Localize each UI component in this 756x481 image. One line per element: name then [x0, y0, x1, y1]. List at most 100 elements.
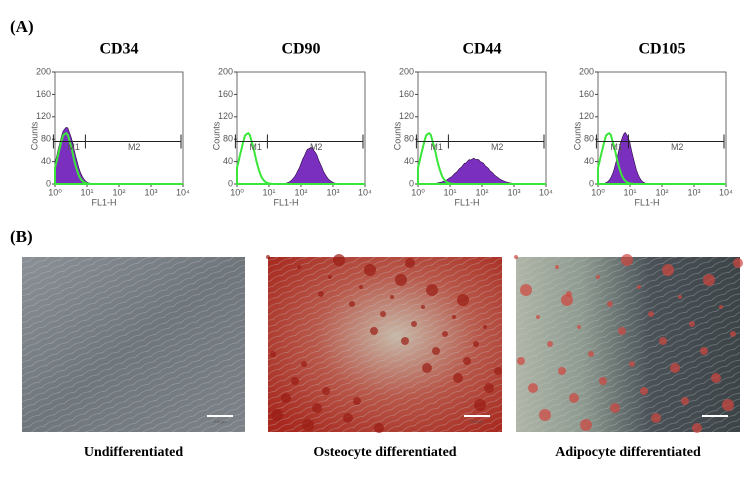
stain-spot	[596, 275, 600, 279]
stain-spot	[405, 258, 415, 268]
stain-spot	[322, 387, 330, 395]
stain-spot	[618, 327, 626, 335]
stain-spot	[528, 383, 538, 393]
gate-label: M1	[67, 142, 80, 152]
stain-spot	[722, 399, 734, 411]
stain-spot	[328, 275, 332, 279]
y-tick-label: 0	[228, 178, 233, 188]
stain-spot	[651, 413, 661, 423]
x-axis-label: FL1-H	[91, 197, 116, 207]
stain-spot	[659, 337, 667, 345]
y-tick-label: 80	[41, 134, 51, 144]
stain-spot	[730, 331, 736, 337]
y-tick-label: 80	[584, 134, 594, 144]
stain-spot	[558, 367, 566, 375]
y-tick-label: 80	[223, 134, 233, 144]
y-tick-label: 200	[579, 66, 594, 76]
y-tick-label: 200	[36, 66, 51, 76]
gate-label: M2	[491, 142, 504, 152]
stain-spot	[395, 274, 407, 286]
stain-spot	[689, 321, 695, 327]
stain-spot	[662, 264, 674, 276]
histogram-control	[597, 131, 726, 185]
stain-spot	[473, 341, 479, 347]
stain-spot	[640, 387, 648, 395]
stain-spot	[266, 255, 270, 259]
x-axis-label: FL1-H	[273, 197, 298, 207]
x-tick-label: 10²	[294, 187, 307, 197]
stain-spot	[621, 254, 633, 266]
y-tick-label: 40	[404, 156, 414, 166]
gate-label: M2	[128, 142, 141, 152]
y-tick-label: 120	[579, 111, 594, 121]
y-tick-label: 0	[589, 178, 594, 188]
x-tick-label: 10⁰	[48, 187, 62, 197]
x-tick-label: 10¹	[80, 187, 93, 197]
stain-spot	[607, 301, 613, 307]
stain-spot	[312, 403, 322, 413]
stain-spot	[637, 285, 641, 289]
gate-label: M2	[671, 142, 684, 152]
gate-label: M2	[310, 142, 323, 152]
stain-spot	[539, 409, 551, 421]
x-tick-label: 10²	[475, 187, 488, 197]
x-tick-label: 10²	[112, 187, 125, 197]
stain-spot	[432, 347, 440, 355]
stain-spot	[561, 294, 573, 306]
stain-spot	[291, 377, 299, 385]
x-tick-label: 10³	[144, 187, 157, 197]
stain-spot	[733, 258, 743, 268]
stain-spot	[520, 284, 532, 296]
stain-spot	[692, 423, 702, 433]
y-tick-label: 120	[399, 111, 414, 121]
y-tick-label: 120	[36, 111, 51, 121]
x-axis-label: FL1-H	[454, 197, 479, 207]
cell-texture	[22, 257, 245, 432]
stain-spot	[426, 284, 438, 296]
stain-spot	[517, 357, 525, 365]
y-tick-label: 120	[218, 111, 233, 121]
stain-spot	[421, 305, 425, 309]
y-tick-label: 160	[579, 89, 594, 99]
panel-label: (A)	[10, 17, 34, 36]
stain-spot	[349, 301, 355, 307]
stain-spot	[380, 311, 386, 317]
stain-spot	[271, 409, 283, 421]
stain-spot	[484, 383, 494, 393]
stain-spot	[302, 419, 314, 431]
stain-spot	[577, 325, 581, 329]
stain-spot	[514, 255, 518, 259]
x-axis-label: FL1-H	[634, 197, 659, 207]
stain-spot	[353, 397, 361, 405]
x-tick-label: 10⁴	[539, 187, 553, 197]
stain-spot	[411, 321, 417, 327]
stain-spot	[648, 311, 654, 317]
y-tick-label: 40	[584, 156, 594, 166]
stain-spot	[678, 295, 682, 299]
y-tick-label: 40	[223, 156, 233, 166]
stain-spot	[370, 327, 378, 335]
x-tick-label: 10⁴	[176, 187, 190, 197]
stain-spot	[422, 363, 432, 373]
scale-bar-label: 200 µm	[213, 419, 227, 424]
stain-spot	[452, 315, 456, 319]
image-caption: Undifferentiated	[84, 445, 183, 460]
x-tick-label: 10¹	[623, 187, 636, 197]
x-tick-label: 10⁰	[230, 187, 244, 197]
plot-title: CD90	[281, 41, 320, 58]
y-tick-label: 160	[36, 89, 51, 99]
plot-title: CD44	[462, 41, 501, 58]
plot-title: CD34	[99, 41, 138, 58]
stain-spot	[318, 291, 324, 297]
stain-spot	[297, 265, 301, 269]
histogram-control	[417, 131, 546, 185]
stain-spot	[333, 254, 345, 266]
y-axis-label: Counts	[572, 121, 582, 150]
gate-label: M1	[610, 142, 623, 152]
cell-texture	[268, 257, 502, 432]
x-tick-label: 10⁴	[719, 187, 733, 197]
x-tick-label: 10⁰	[591, 187, 605, 197]
stain-spot	[457, 294, 469, 306]
y-tick-label: 0	[46, 178, 51, 188]
